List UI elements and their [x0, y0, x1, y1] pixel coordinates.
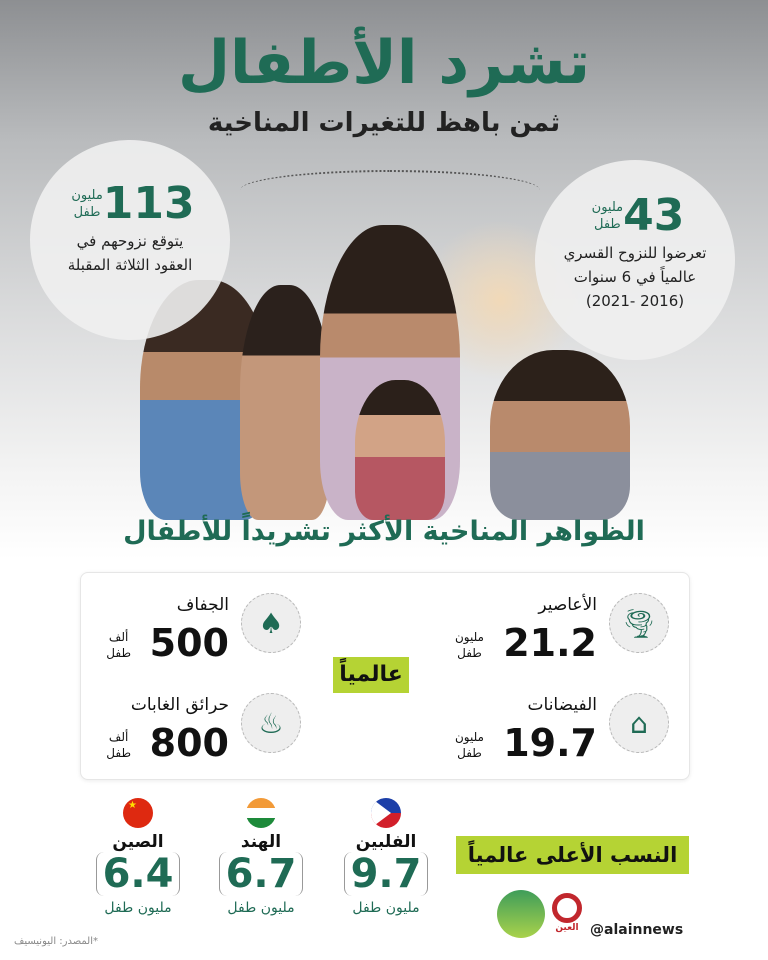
stat-circle-43: 43مليون طفل تعرضوا للنزوح القسري عالمياً …	[535, 160, 735, 360]
phenomenon-drought: ♠ الجفاف 500 ألف طفل	[71, 583, 301, 673]
phenomenon-unit: مليون طفل	[455, 629, 484, 661]
china-flag: ★	[123, 798, 153, 828]
alain-logo-text: العين	[555, 923, 579, 933]
stat-desc-1: يتوقع نزوحهم في	[76, 232, 184, 250]
country-name: الصين	[112, 832, 164, 852]
phenomena-card: 🌪 الأعاصير 21.2 مليون طفل ⌂ الفيضانات 19.…	[80, 572, 690, 780]
global-badge: عالمياً	[333, 657, 409, 693]
phenomenon-value: 19.7	[503, 721, 597, 765]
alain-logo: العين	[548, 893, 586, 939]
phenomenon-name: الفيضانات	[527, 695, 597, 715]
source-note: *المصدر: اليونيسيف	[14, 936, 99, 947]
philippines-flag	[371, 798, 401, 828]
forest-fire-icon: ♨	[241, 693, 301, 753]
stat-desc-3: (2016 -2021)	[585, 292, 685, 310]
country-value: 6.4	[96, 852, 180, 896]
phenomenon-storms: 🌪 الأعاصير 21.2 مليون طفل	[439, 583, 669, 673]
stat-desc-2: عالمياً في 6 سنوات	[573, 268, 697, 286]
unit-top: مليون	[454, 730, 484, 744]
stat-desc-1: تعرضوا للنزوح القسري	[563, 244, 707, 262]
phenomenon-value: 800	[149, 721, 229, 765]
phenomenon-name: الأعاصير	[538, 595, 597, 615]
unit-top: مليون	[591, 199, 624, 215]
phenomenon-name: حرائق الغابات	[130, 695, 229, 715]
stat-circle-113: 113مليون طفل يتوقع نزوحهم في العقود الثلا…	[30, 140, 230, 340]
dotted-connector	[240, 170, 540, 210]
unit-bottom: طفل	[457, 746, 482, 760]
country-china: ★ الصين 6.4 مليون طفل	[92, 798, 184, 916]
page-subtitle: ثمن باهظ للتغيرات المناخية	[207, 108, 561, 138]
unit-bottom: طفل	[593, 216, 621, 232]
unit-bottom: طفل	[73, 204, 101, 220]
phenomenon-name: الجفاف	[176, 595, 229, 615]
unit-top: ألف	[108, 730, 129, 744]
phenomenon-value: 500	[149, 621, 229, 665]
earth-call-logo	[497, 890, 545, 938]
phenomenon-wildfires: ♨ حرائق الغابات 800 ألف طفل	[71, 683, 301, 773]
tornado-icon: 🌪	[609, 593, 669, 653]
flood-house-icon: ⌂	[609, 693, 669, 753]
country-value: 9.7	[344, 852, 428, 896]
phenomenon-value: 21.2	[503, 621, 597, 665]
child-figure	[490, 350, 630, 520]
country-name: الفلبين	[355, 832, 417, 852]
drought-icon: ♠	[241, 593, 301, 653]
country-india: الهند 6.7 مليون طفل	[215, 798, 307, 916]
country-name: الهند	[240, 832, 282, 852]
unit-top: مليون	[454, 630, 484, 644]
country-value: 6.7	[219, 852, 303, 896]
phenomenon-floods: ⌂ الفيضانات 19.7 مليون طفل	[439, 683, 669, 773]
stat-unit: مليون طفل	[592, 199, 623, 233]
social-handle[interactable]: @alainnews	[590, 922, 684, 938]
stat-unit: مليون طفل	[71, 187, 102, 221]
stat-desc-2: العقود الثلاثة المقبلة	[67, 256, 193, 274]
section-title: الظواهر المناخية الأكثر تشريداً للأطفال	[123, 516, 645, 547]
unit-top: مليون	[71, 187, 103, 203]
india-flag	[246, 798, 276, 828]
unit-bottom: طفل	[106, 646, 131, 660]
highest-rates-banner: النسب الأعلى عالمياً	[456, 836, 689, 874]
country-unit: مليون طفل	[352, 900, 420, 916]
country-philippines: الفلبين 9.7 مليون طفل	[340, 798, 432, 916]
country-unit: مليون طفل	[227, 900, 295, 916]
page-title: تشرد الأطفال	[177, 28, 591, 98]
phenomenon-unit: ألف طفل	[106, 629, 131, 661]
phenomenon-unit: ألف طفل	[106, 729, 131, 761]
unit-bottom: طفل	[106, 746, 131, 760]
phenomenon-unit: مليون طفل	[455, 729, 484, 761]
stat-value: 43	[623, 190, 685, 241]
child-figure	[355, 380, 445, 520]
stat-value: 113	[102, 178, 195, 229]
unit-top: ألف	[108, 630, 129, 644]
unit-bottom: طفل	[457, 646, 482, 660]
country-unit: مليون طفل	[104, 900, 172, 916]
child-figure	[240, 285, 330, 520]
